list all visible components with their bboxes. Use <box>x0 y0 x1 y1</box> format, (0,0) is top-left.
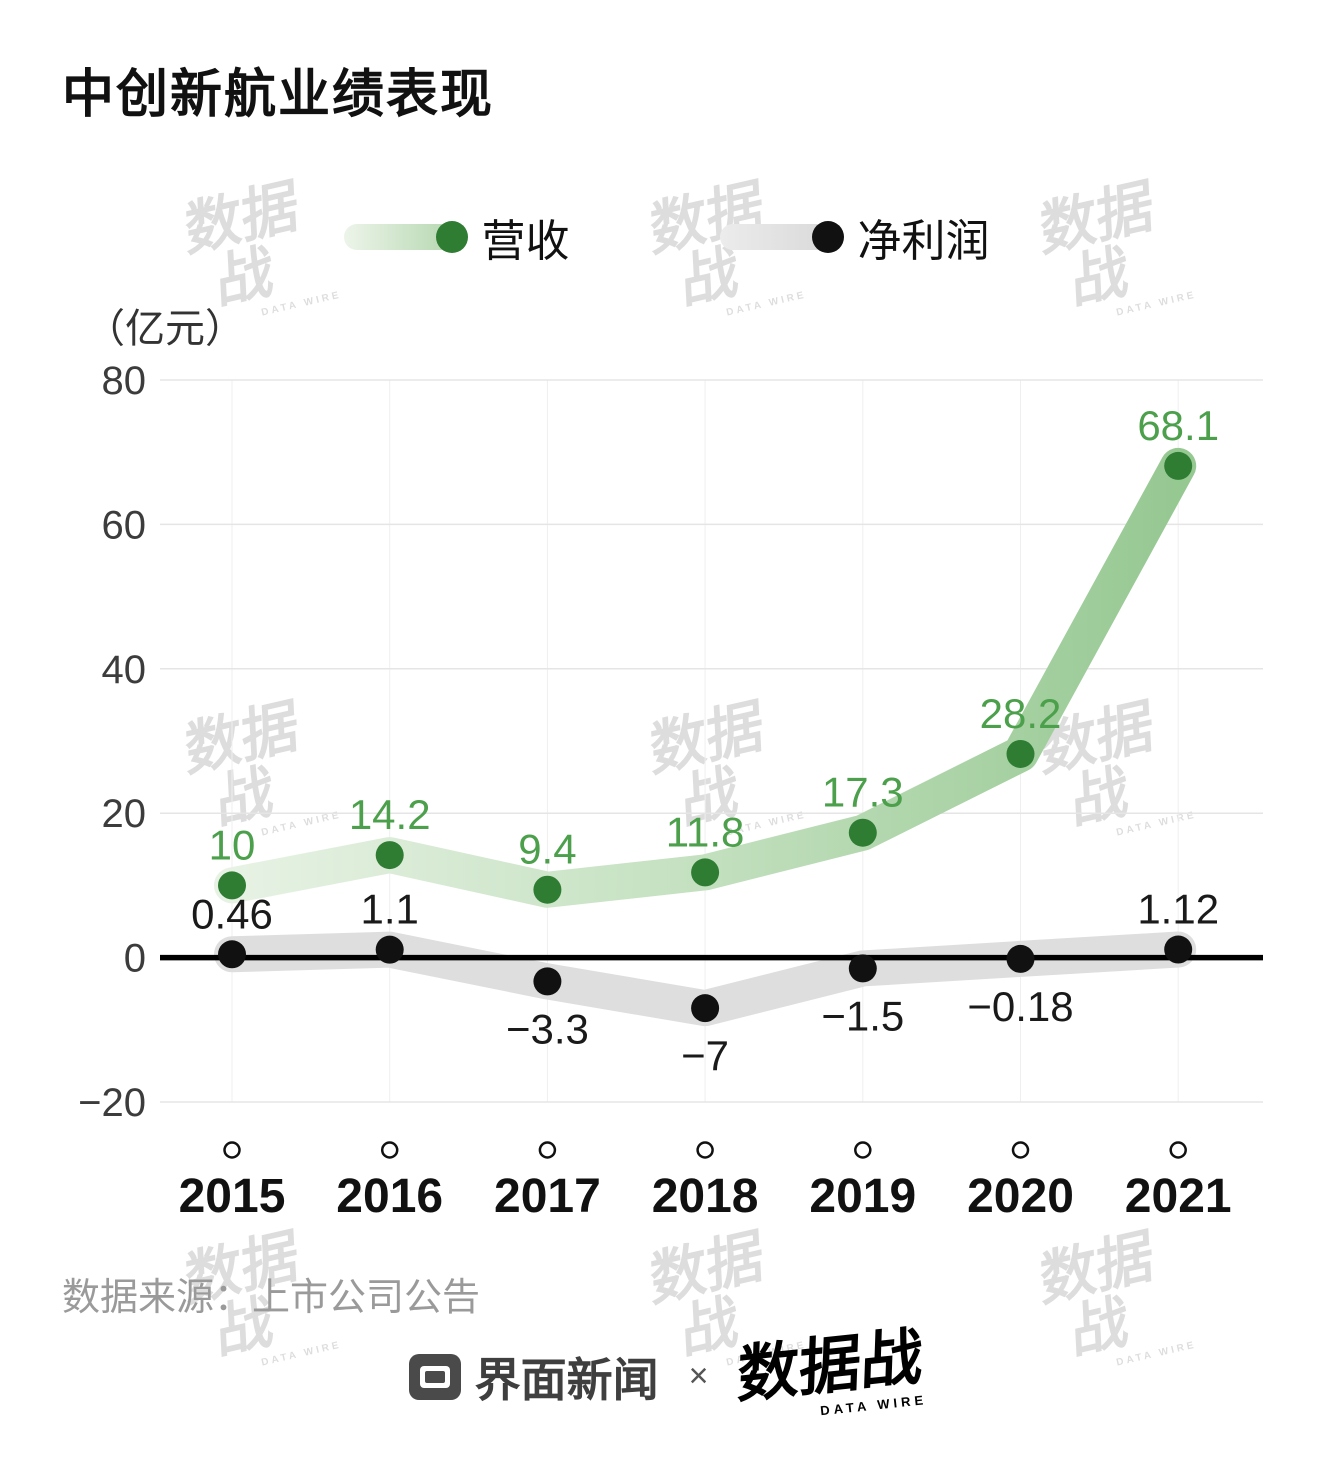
x-axis-marker <box>380 1141 399 1159</box>
data-point-营收-2016 <box>375 841 404 870</box>
data-source-note: 数据来源：上市公司公告 <box>62 1277 481 1319</box>
data-point-营收-2015 <box>218 871 246 900</box>
y-tick-label: 20 <box>102 792 147 836</box>
legend-item-net-profit: 净利润 <box>719 205 990 269</box>
data-point-净利润-2018 <box>691 994 720 1023</box>
data-label-营收-2015: 10 <box>209 821 256 868</box>
data-label-净利润-2016: 1.1 <box>361 886 419 933</box>
x-tick-label: 2016 <box>336 1170 443 1223</box>
x-axis-marker <box>1011 1141 1030 1159</box>
data-point-净利润-2016 <box>375 935 404 964</box>
data-label-营收-2018: 11.8 <box>666 808 745 855</box>
watermark-subtext: DATA WIRE <box>1115 289 1198 319</box>
data-point-净利润-2019 <box>848 954 877 983</box>
datawire-logo: 数据战 DATA WIRE <box>735 1322 928 1426</box>
data-label-净利润-2017: −3.3 <box>506 1005 589 1052</box>
jiemian-news-logo: 界面新闻 <box>408 1344 659 1410</box>
data-label-营收-2017: 9.4 <box>518 826 576 873</box>
data-label-营收-2019: 17.3 <box>822 769 904 816</box>
x-tick-label: 2018 <box>652 1170 759 1223</box>
performance-line-chart: 80 60 40 20 0 −20 10 14.2 9.4 11.8 17.3 28.2 68.1 0.4… <box>78 360 1263 1223</box>
data-label-净利润-2018: −7 <box>681 1032 729 1079</box>
data-point-营收-2019 <box>848 818 877 847</box>
y-tick-label: 0 <box>124 937 146 981</box>
data-point-净利润-2017 <box>533 967 562 996</box>
y-tick-label: 40 <box>102 648 147 692</box>
data-point-净利润-2020 <box>1006 944 1035 973</box>
x-tick-label: 2015 <box>179 1170 286 1223</box>
data-point-净利润-2021 <box>1164 935 1193 964</box>
net-profit-dot-icon <box>811 221 844 253</box>
data-label-营收-2021: 68.1 <box>1137 402 1219 449</box>
revenue-dot-icon <box>435 221 468 253</box>
chart-legend: 营收 净利润 <box>0 205 1333 269</box>
data-label-营收-2020: 28.2 <box>980 690 1062 737</box>
x-axis-marker <box>538 1141 557 1159</box>
legend-label-revenue: 营收 <box>481 217 570 266</box>
y-tick-label: 80 <box>102 360 147 403</box>
data-point-净利润-2015 <box>218 940 246 969</box>
data-label-净利润-2015: 0.46 <box>191 890 273 937</box>
data-label-净利润-2020: −0.18 <box>967 983 1073 1030</box>
x-tick-label: 2019 <box>809 1170 916 1223</box>
footer-logos: 界面新闻 × 数据战 DATA WIRE <box>0 1322 1333 1418</box>
data-point-营收-2021 <box>1164 451 1193 480</box>
watermark-subtext: DATA WIRE <box>725 289 808 319</box>
data-label-净利润-2019: −1.5 <box>821 992 904 1039</box>
x-tick-label: 2017 <box>494 1170 601 1223</box>
data-point-营收-2018 <box>691 858 720 887</box>
data-point-营收-2017 <box>533 875 562 904</box>
x-axis-marker <box>223 1141 241 1159</box>
data-label-营收-2016: 14.2 <box>349 791 431 838</box>
data-point-营收-2020 <box>1006 739 1035 768</box>
x-axis-marker <box>696 1141 714 1159</box>
jiemian-news-wordmark: 界面新闻 <box>474 1353 659 1406</box>
y-tick-label: −20 <box>78 1081 146 1125</box>
legend-item-revenue: 营收 <box>343 205 570 269</box>
x-axis-marker <box>1169 1141 1187 1159</box>
x-tick-label: 2020 <box>967 1170 1074 1223</box>
x-tick-label: 2021 <box>1125 1170 1232 1223</box>
axis-unit-label: （亿元） <box>85 307 245 351</box>
x-axis-marker <box>854 1141 872 1159</box>
legend-label-net-profit: 净利润 <box>857 217 990 266</box>
jiemian-news-icon <box>408 1353 461 1400</box>
multiply-separator: × <box>688 1357 709 1395</box>
data-label-净利润-2021: 1.12 <box>1137 886 1219 933</box>
y-tick-label: 60 <box>102 503 147 547</box>
page-title: 中创新航业绩表现 <box>62 66 495 124</box>
